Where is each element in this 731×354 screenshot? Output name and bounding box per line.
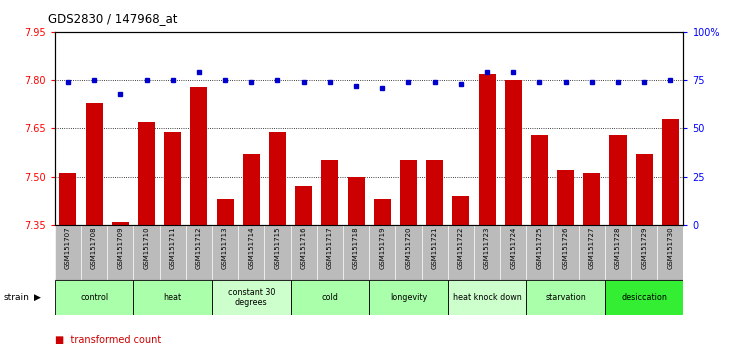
Text: heat: heat xyxy=(164,293,182,302)
Text: GSM151727: GSM151727 xyxy=(588,227,595,269)
Bar xyxy=(55,225,81,280)
Bar xyxy=(657,225,683,280)
Text: GSM151713: GSM151713 xyxy=(222,227,228,269)
Bar xyxy=(133,280,212,315)
Bar xyxy=(579,225,605,280)
Bar xyxy=(452,196,469,225)
Text: GSM151717: GSM151717 xyxy=(327,227,333,269)
Text: starvation: starvation xyxy=(545,293,586,302)
Text: ■  transformed count: ■ transformed count xyxy=(55,335,161,345)
Bar xyxy=(269,132,286,225)
Bar xyxy=(557,170,574,225)
Text: GSM151719: GSM151719 xyxy=(379,227,385,269)
Bar xyxy=(500,225,526,280)
Text: GSM151728: GSM151728 xyxy=(615,227,621,269)
Text: GSM151716: GSM151716 xyxy=(300,227,307,269)
Bar xyxy=(447,280,526,315)
Text: GSM151726: GSM151726 xyxy=(563,227,569,269)
Bar xyxy=(81,225,107,280)
Text: strain: strain xyxy=(4,293,29,302)
Text: GDS2830 / 147968_at: GDS2830 / 147968_at xyxy=(48,12,177,25)
Bar xyxy=(343,225,369,280)
Text: ▶: ▶ xyxy=(34,293,41,302)
Bar xyxy=(55,280,133,315)
Bar xyxy=(374,199,391,225)
Text: GSM151711: GSM151711 xyxy=(170,227,175,269)
Bar xyxy=(317,225,343,280)
Bar xyxy=(112,222,129,225)
Bar xyxy=(553,225,579,280)
Text: control: control xyxy=(80,293,108,302)
Bar xyxy=(295,186,312,225)
Text: GSM151720: GSM151720 xyxy=(406,227,412,269)
Bar xyxy=(526,280,605,315)
Bar xyxy=(290,225,317,280)
Text: GSM151708: GSM151708 xyxy=(91,227,97,269)
Bar xyxy=(59,173,77,225)
Bar xyxy=(159,225,186,280)
Bar xyxy=(479,74,496,225)
Bar xyxy=(422,225,447,280)
Text: GSM151722: GSM151722 xyxy=(458,227,464,269)
Bar xyxy=(369,225,395,280)
Bar xyxy=(605,225,631,280)
Text: GSM151724: GSM151724 xyxy=(510,227,516,269)
Bar xyxy=(504,80,522,225)
Text: GSM151721: GSM151721 xyxy=(431,227,438,269)
Bar xyxy=(164,132,181,225)
Bar xyxy=(426,160,443,225)
Text: GSM151725: GSM151725 xyxy=(537,227,542,269)
Bar xyxy=(186,225,212,280)
Bar xyxy=(290,280,369,315)
Text: GSM151714: GSM151714 xyxy=(249,227,254,269)
Bar xyxy=(212,225,238,280)
Bar xyxy=(526,225,553,280)
Text: GSM151710: GSM151710 xyxy=(143,227,150,269)
Text: desiccation: desiccation xyxy=(621,293,667,302)
Text: GSM151729: GSM151729 xyxy=(641,227,647,269)
Bar xyxy=(243,154,260,225)
Bar xyxy=(610,135,626,225)
Bar xyxy=(212,280,290,315)
Bar xyxy=(265,225,290,280)
Text: heat knock down: heat knock down xyxy=(452,293,521,302)
Bar xyxy=(238,225,265,280)
Text: constant 30
degrees: constant 30 degrees xyxy=(227,288,275,307)
Bar xyxy=(369,280,447,315)
Bar xyxy=(583,173,600,225)
Text: GSM151723: GSM151723 xyxy=(484,227,490,269)
Bar xyxy=(133,225,159,280)
Bar xyxy=(322,160,338,225)
Bar xyxy=(531,135,548,225)
Text: GSM151707: GSM151707 xyxy=(65,227,71,269)
Bar xyxy=(474,225,500,280)
Text: GSM151730: GSM151730 xyxy=(667,227,673,269)
Text: GSM151712: GSM151712 xyxy=(196,227,202,269)
Bar xyxy=(636,154,653,225)
Bar xyxy=(400,160,417,225)
Bar xyxy=(107,225,133,280)
Bar xyxy=(662,119,679,225)
Bar xyxy=(605,280,683,315)
Text: GSM151709: GSM151709 xyxy=(117,227,124,269)
Text: GSM151718: GSM151718 xyxy=(353,227,359,269)
Text: GSM151715: GSM151715 xyxy=(274,227,281,269)
Bar xyxy=(216,199,234,225)
Text: cold: cold xyxy=(322,293,338,302)
Text: longevity: longevity xyxy=(390,293,427,302)
Bar xyxy=(86,103,102,225)
Bar xyxy=(138,122,155,225)
Bar xyxy=(190,86,208,225)
Bar xyxy=(347,177,365,225)
Bar xyxy=(631,225,657,280)
Bar xyxy=(395,225,422,280)
Bar xyxy=(447,225,474,280)
